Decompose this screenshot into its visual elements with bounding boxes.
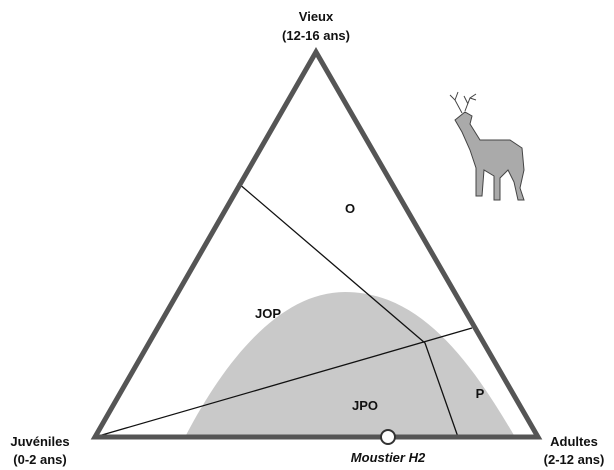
deer-icon — [450, 92, 524, 200]
zone-label: JOP — [255, 306, 281, 321]
vertex-sublabel: (0-2 ans) — [13, 452, 66, 467]
vertex-label: Adultes — [550, 434, 598, 449]
vertex-sublabel: (2-12 ans) — [544, 452, 605, 467]
zone-label: JPO — [352, 398, 378, 413]
vertex-sublabel: (12-16 ans) — [282, 28, 350, 43]
zone-label: P — [476, 386, 485, 401]
data-point — [381, 430, 395, 444]
point-label: Moustier H2 — [351, 450, 426, 465]
vertex-label: Vieux — [299, 9, 334, 24]
ternary-diagram: Vieux (12-16 ans) Juvéniles (0-2 ans) Ad… — [0, 0, 614, 470]
vertex-label: Juvéniles — [10, 434, 69, 449]
zone-label: O — [345, 201, 355, 216]
